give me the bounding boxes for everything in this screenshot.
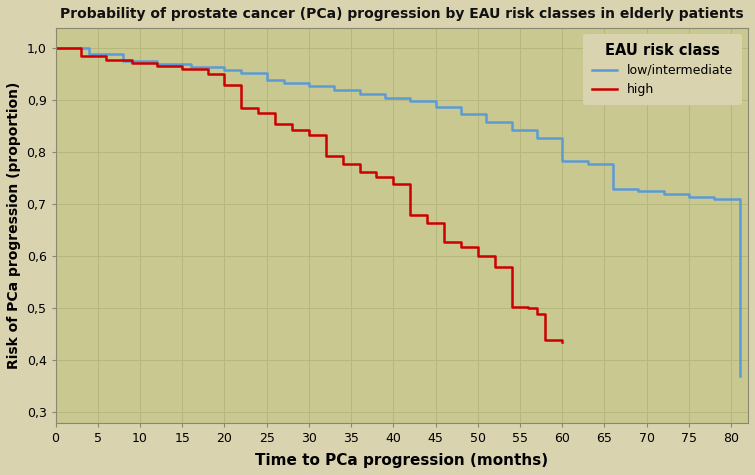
low/intermediate: [659, 191, 668, 197]
high: [304, 133, 313, 138]
low/intermediate: [262, 77, 271, 83]
high: [51, 46, 60, 51]
Legend: low/intermediate, high: low/intermediate, high: [583, 34, 742, 105]
Y-axis label: Risk of PCa progression (proportion): Risk of PCa progression (proportion): [7, 82, 21, 369]
high: [439, 220, 448, 226]
low/intermediate: [583, 161, 592, 167]
low/intermediate: [51, 46, 60, 51]
high: [558, 339, 567, 345]
Line: low/intermediate: low/intermediate: [56, 48, 740, 376]
low/intermediate: [482, 112, 491, 117]
X-axis label: Time to PCa progression (months): Time to PCa progression (months): [255, 453, 548, 468]
Title: Probability of prostate cancer (PCa) progression by EAU risk classes in elderly : Probability of prostate cancer (PCa) pro…: [60, 7, 744, 21]
high: [76, 53, 85, 59]
low/intermediate: [456, 112, 465, 117]
high: [237, 82, 246, 88]
low/intermediate: [735, 373, 744, 379]
high: [102, 53, 111, 59]
high: [423, 220, 432, 226]
Line: high: high: [56, 48, 562, 342]
low/intermediate: [507, 119, 516, 125]
